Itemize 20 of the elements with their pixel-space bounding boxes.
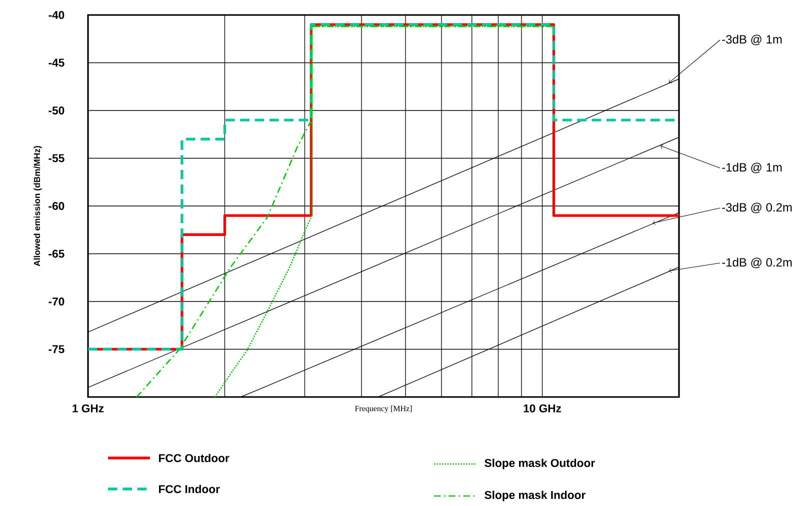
y-tick-label: -65 <box>48 250 64 258</box>
annotation: -1dB @ 1m <box>722 162 782 174</box>
y-tick-label: -45 <box>48 58 64 67</box>
legend-label: FCC Outdoor <box>159 454 230 462</box>
y-axis-title: Allowed emission (dBm/MHz) <box>34 146 42 266</box>
y-tick-label: -55 <box>48 154 64 162</box>
y-tick-label: -60 <box>48 202 64 210</box>
annotation: -1dB @ 0.2m <box>722 258 792 268</box>
x-tick-label: 1 GHz <box>72 404 104 412</box>
y-tick-label: -40 <box>48 10 64 19</box>
x-tick-label: 10 GHz <box>524 404 562 412</box>
annotation: -3dB @ 0.2m <box>722 202 792 214</box>
y-tick-label: -50 <box>48 106 64 114</box>
x-axis-title: Frequency [MHz] <box>354 406 412 413</box>
legend-label: Slope mask Outdoor <box>484 458 595 470</box>
y-tick-label: -75 <box>48 345 64 354</box>
legend-label: Slope mask Indoor <box>484 490 586 502</box>
y-tick-label: -70 <box>48 297 64 306</box>
legend-label: FCC Indoor <box>159 484 220 494</box>
annotation: -3dB @ 1m <box>722 34 782 46</box>
